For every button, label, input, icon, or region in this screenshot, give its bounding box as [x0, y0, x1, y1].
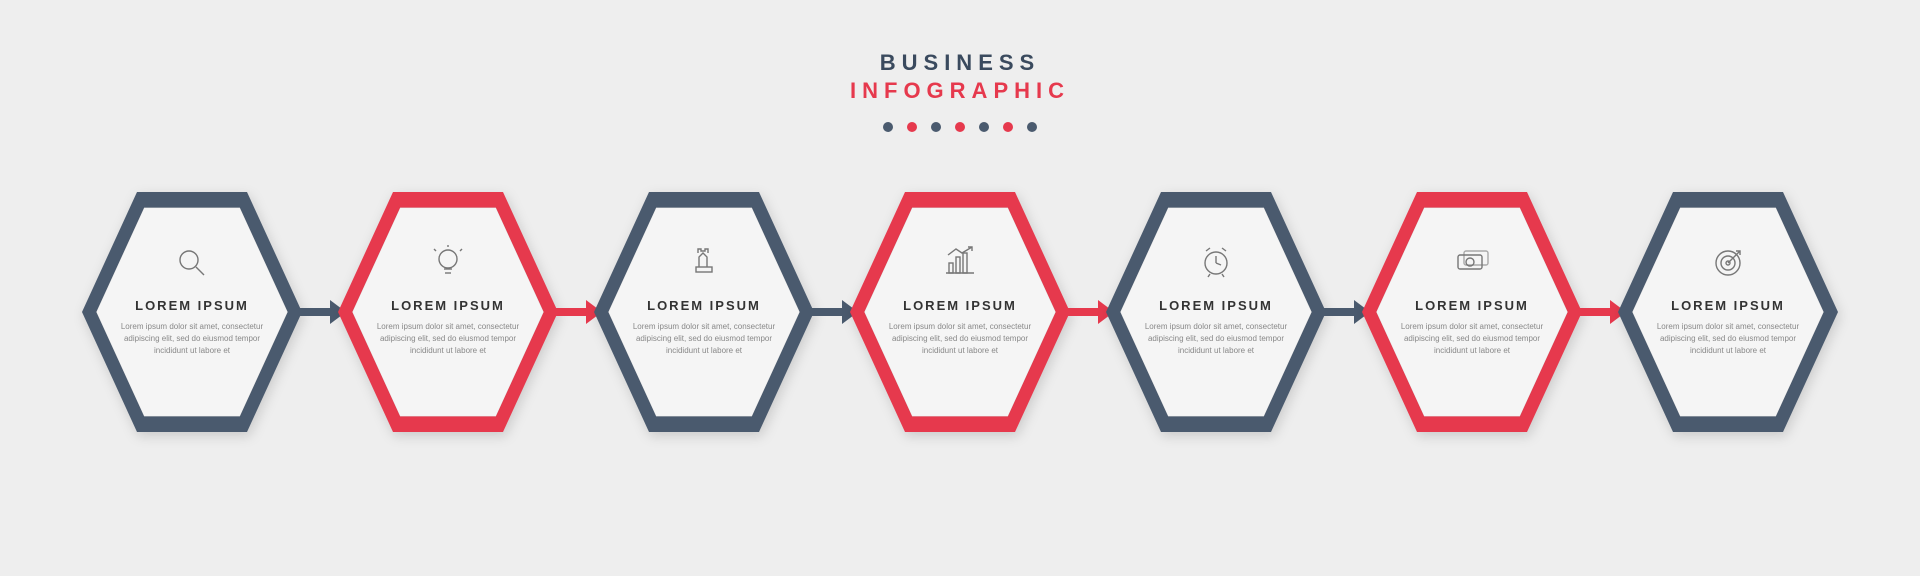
barchart-icon — [880, 240, 1040, 284]
step-title: LOREM IPSUM — [624, 298, 784, 313]
step-hexagon: LOREM IPSUM Lorem ipsum dolor sit amet, … — [338, 192, 558, 432]
step-hexagon: LOREM IPSUM Lorem ipsum dolor sit amet, … — [1618, 192, 1838, 432]
step-title: LOREM IPSUM — [112, 298, 272, 313]
money-icon — [1392, 240, 1552, 284]
lightbulb-icon — [368, 240, 528, 284]
step-title: LOREM IPSUM — [368, 298, 528, 313]
step-description: Lorem ipsum dolor sit amet, consectetur … — [112, 321, 272, 357]
step-description: Lorem ipsum dolor sit amet, consectetur … — [1648, 321, 1808, 357]
title-line-2: INFOGRAPHIC — [850, 78, 1070, 104]
header-dot — [1003, 122, 1013, 132]
step-hexagon: LOREM IPSUM Lorem ipsum dolor sit amet, … — [594, 192, 814, 432]
header: BUSINESS INFOGRAPHIC — [850, 50, 1070, 132]
step-description: Lorem ipsum dolor sit amet, consectetur … — [880, 321, 1040, 357]
step-description: Lorem ipsum dolor sit amet, consectetur … — [1392, 321, 1552, 357]
header-dot — [907, 122, 917, 132]
step-title: LOREM IPSUM — [880, 298, 1040, 313]
step-description: Lorem ipsum dolor sit amet, consectetur … — [624, 321, 784, 357]
magnifier-icon — [112, 240, 272, 284]
target-icon — [1648, 240, 1808, 284]
header-dot — [979, 122, 989, 132]
step-description: Lorem ipsum dolor sit amet, consectetur … — [368, 321, 528, 357]
header-dot — [1027, 122, 1037, 132]
step-hexagon: LOREM IPSUM Lorem ipsum dolor sit amet, … — [1362, 192, 1582, 432]
step-title: LOREM IPSUM — [1136, 298, 1296, 313]
header-dots — [850, 122, 1070, 132]
header-dot — [931, 122, 941, 132]
header-dot — [955, 122, 965, 132]
step-description: Lorem ipsum dolor sit amet, consectetur … — [1136, 321, 1296, 357]
step-hexagon: LOREM IPSUM Lorem ipsum dolor sit amet, … — [82, 192, 302, 432]
clock-icon — [1136, 240, 1296, 284]
title-line-1: BUSINESS — [850, 50, 1070, 76]
steps-row: LOREM IPSUM Lorem ipsum dolor sit amet, … — [80, 192, 1840, 452]
chess-icon — [624, 240, 784, 284]
step-hexagon: LOREM IPSUM Lorem ipsum dolor sit amet, … — [850, 192, 1070, 432]
step-hexagon: LOREM IPSUM Lorem ipsum dolor sit amet, … — [1106, 192, 1326, 432]
step-title: LOREM IPSUM — [1648, 298, 1808, 313]
header-dot — [883, 122, 893, 132]
step-title: LOREM IPSUM — [1392, 298, 1552, 313]
